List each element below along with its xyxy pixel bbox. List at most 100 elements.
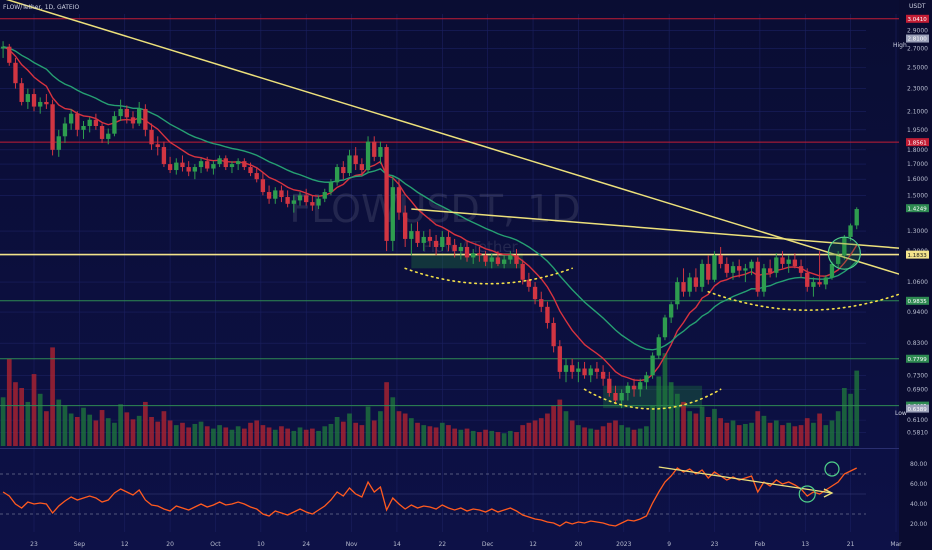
candle-body	[427, 236, 433, 241]
candle-body	[495, 257, 501, 264]
candle-body	[631, 385, 637, 390]
candle-body	[124, 108, 129, 118]
candle-body	[421, 236, 426, 243]
volume-bar	[792, 426, 798, 446]
rounded-bottom-arcs	[404, 267, 908, 410]
candle-body	[724, 263, 729, 273]
volume-bar	[433, 427, 439, 446]
volume-bar	[402, 413, 408, 446]
candle-body	[334, 167, 340, 183]
candle-body	[248, 167, 253, 174]
volume-bar	[31, 374, 37, 446]
candle-body	[31, 94, 37, 107]
volume-bar	[780, 425, 785, 446]
candle-body	[749, 261, 754, 269]
trendlines[interactable]	[3, 0, 932, 299]
candle-body	[353, 155, 358, 165]
volume-bar	[705, 417, 711, 446]
candle-body	[180, 162, 185, 168]
volume-bar	[514, 432, 519, 446]
volume-bar	[0, 397, 6, 446]
volume-bar	[495, 432, 501, 446]
volume-bar	[347, 413, 352, 446]
volume-bar	[74, 417, 80, 446]
volume-bar	[507, 430, 513, 446]
candle-body	[600, 371, 606, 379]
volume-bar	[359, 425, 365, 446]
candle-body	[446, 236, 451, 245]
symbol-title: FLOW/Tether, 1D, GATEIO	[3, 4, 79, 11]
volume-bar	[353, 422, 359, 446]
volume-bar	[254, 420, 260, 446]
price-tick-label: 1.3000	[907, 228, 928, 235]
price-label-badge	[906, 14, 929, 23]
price-tick-label: 2.5000	[907, 65, 928, 72]
time-tick-label: 20	[575, 541, 583, 548]
time-axis[interactable]: 23 Sep 12 20 Oct 10 24 Nov 14 22 Dec 12 20 2023 9 23 Feb…	[30, 541, 902, 548]
candle-body	[798, 266, 804, 273]
volume-bar	[99, 410, 105, 446]
candle-body	[625, 385, 631, 393]
volume-bar	[112, 422, 117, 446]
price-tick-label: 0.5810	[907, 429, 928, 436]
volume-bar	[365, 406, 371, 446]
candle-body	[539, 299, 544, 307]
volume-bar	[674, 393, 680, 446]
volume-bar	[229, 429, 235, 446]
candle-body	[774, 257, 779, 273]
accumulation-zone	[603, 385, 703, 409]
volume-bar	[44, 411, 49, 446]
candle-body	[792, 259, 798, 267]
candle-body	[471, 253, 476, 258]
volume-bar	[211, 428, 216, 446]
candle-body	[483, 255, 488, 262]
time-tick-label: 2023	[616, 541, 631, 548]
candle-body	[582, 368, 587, 376]
candle-body	[19, 83, 24, 102]
volume-bar	[371, 420, 377, 446]
price-tick-label: 2.1000	[907, 108, 928, 115]
candle-body	[347, 155, 352, 174]
candle-body	[174, 162, 179, 171]
volume-bar	[291, 430, 297, 446]
volume-bar	[167, 420, 173, 446]
volume-bar	[619, 425, 625, 446]
candle-body	[167, 164, 173, 171]
candle-body	[217, 158, 222, 165]
volume-bar	[804, 418, 810, 446]
volume-bar	[817, 413, 822, 446]
time-tick-label: Mar	[890, 541, 902, 548]
candle-body	[743, 268, 748, 271]
price-tick-label: 1.9500	[907, 127, 928, 134]
candle-body	[384, 147, 389, 241]
candle-body	[662, 317, 668, 338]
candle-body	[607, 378, 612, 393]
price-label-text: 3.0410	[908, 17, 928, 23]
volume-bar	[483, 429, 488, 446]
candle-body	[563, 365, 569, 372]
rsi-breakout-circle	[798, 485, 816, 503]
rsi-tick-label: 60.00	[910, 481, 927, 488]
candle-body	[489, 257, 494, 262]
price-axis[interactable]: 2.9000 2.7000 2.5000 2.3000 2.1000 1.9500 1.80…	[899, 0, 932, 550]
volume-bar	[143, 401, 148, 446]
volume-bar	[594, 429, 600, 446]
volume-bar	[625, 427, 631, 446]
volume-bar	[235, 426, 241, 446]
breakout-circle	[827, 236, 861, 270]
candle-body	[557, 346, 562, 372]
volume-bar	[155, 421, 161, 446]
volume-bar	[303, 429, 309, 446]
volume-bar	[699, 406, 705, 446]
candle-body	[242, 161, 247, 168]
time-tick-label: 9	[667, 541, 671, 548]
candle-body	[112, 116, 117, 134]
rsi-pane[interactable]	[0, 461, 866, 527]
volume-bar	[217, 425, 222, 446]
candles[interactable]	[0, 41, 859, 409]
candle-body	[235, 161, 241, 165]
candle-body	[285, 197, 290, 204]
volume-bar	[538, 418, 544, 446]
